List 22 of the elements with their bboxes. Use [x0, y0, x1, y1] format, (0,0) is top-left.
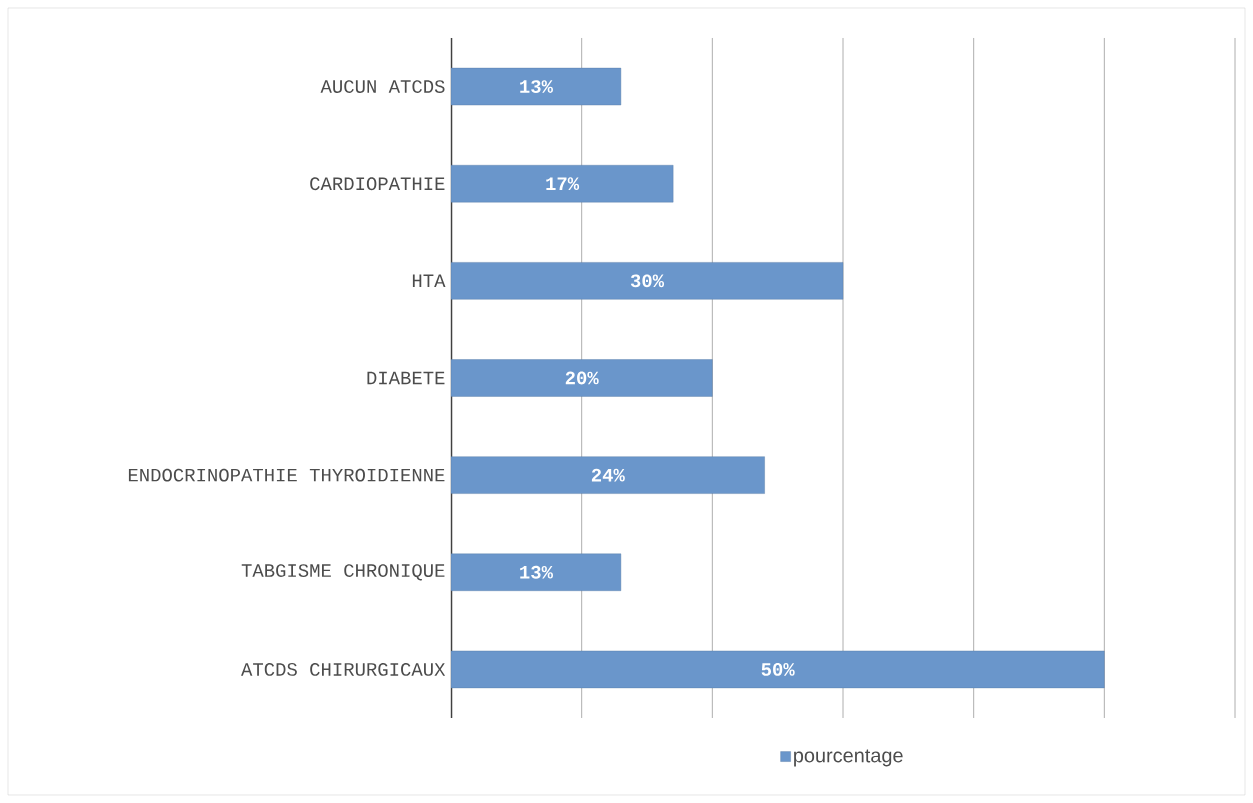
legend-label: pourcentage: [794, 749, 903, 767]
bar: [451, 553, 622, 591]
bar: [451, 456, 765, 494]
bar: [451, 67, 622, 106]
data-label: 13%: [520, 80, 553, 94]
data-label: 24%: [591, 468, 625, 482]
data-label: 13%: [520, 565, 553, 579]
data-label: 30%: [630, 274, 665, 288]
bar: [451, 359, 713, 397]
bar: [451, 650, 1105, 689]
y-tick-label: DIABETE: [367, 371, 445, 385]
bar: [451, 165, 674, 203]
y-tick-label: ENDOCRINOPATHIE THYROIDIENNE: [128, 468, 445, 482]
y-tick-label: TABGISME CHRONIQUE: [241, 564, 445, 581]
y-tick-label: ATCDS CHIRURGICAUX: [241, 663, 446, 676]
y-tick-label: HTA: [412, 274, 446, 288]
data-label: 20%: [565, 371, 599, 385]
data-label: 50%: [761, 663, 795, 676]
y-tick-label: CARDIOPATHIE: [310, 177, 445, 191]
bar: [451, 262, 844, 300]
data-label: 17%: [546, 177, 580, 191]
y-tick-label: AUCUN ATCDS: [320, 80, 445, 93]
